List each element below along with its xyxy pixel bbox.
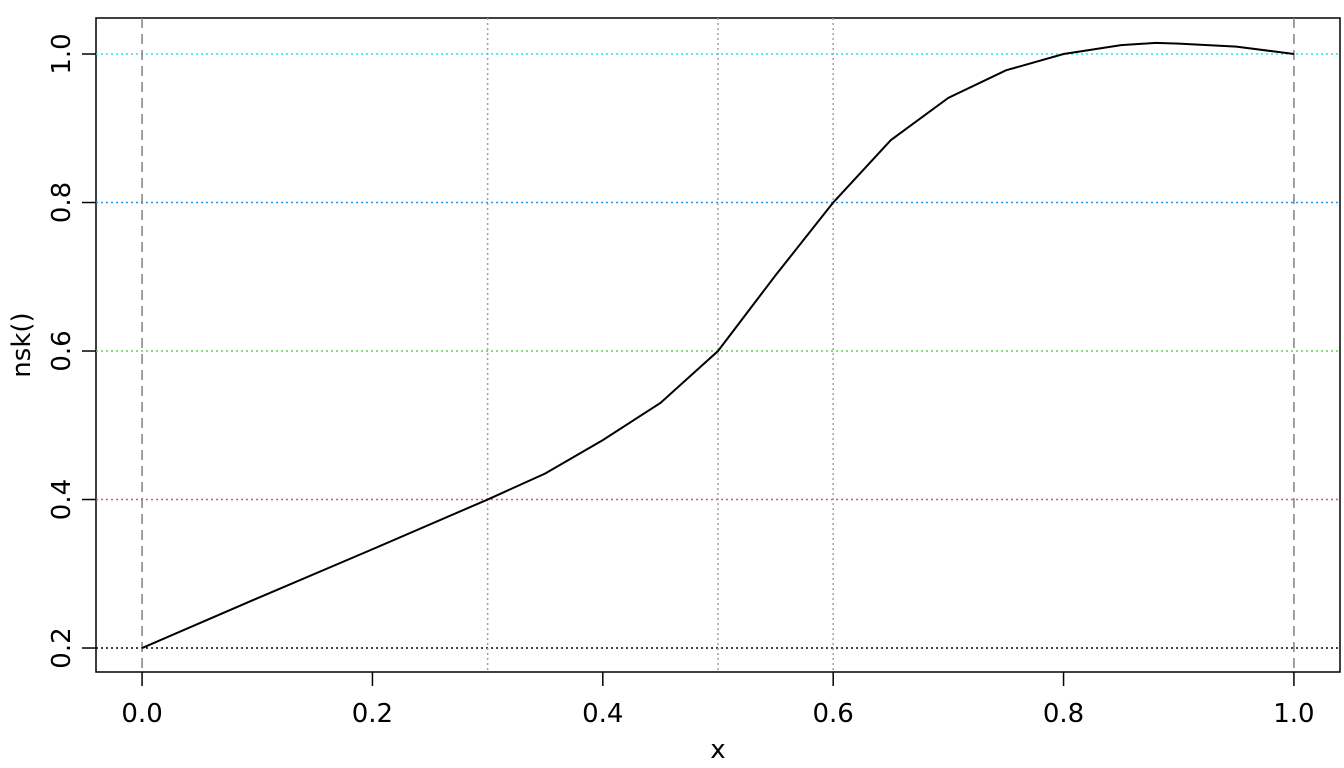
x-tick-label: 0.4 [582,699,623,729]
y-tick-label: 0.8 [47,182,77,223]
x-tick-label: 1.0 [1273,699,1314,729]
y-tick-label: 1.0 [47,33,77,74]
series-line [141,41,1295,649]
y-tick-label: 0.6 [47,330,77,371]
x-tick-label: 0.0 [121,699,162,729]
y-tick-label: 0.2 [47,627,77,668]
x-tick-label: 0.2 [352,699,393,729]
y-tick-label: 0.4 [47,479,77,520]
x-tick-label: 0.8 [1043,699,1084,729]
y-axis-label: nsk() [7,312,37,377]
x-tick-label: 0.6 [813,699,854,729]
x-axis-label: x [710,735,725,765]
